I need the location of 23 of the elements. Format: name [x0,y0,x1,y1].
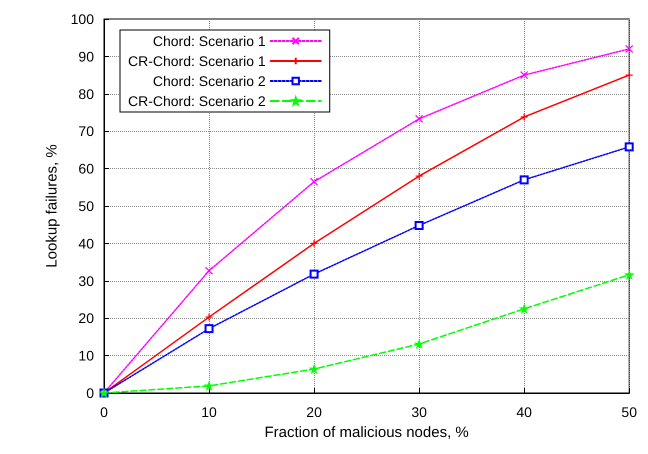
y-tick-label: 20 [78,310,94,326]
y-axis-title: Lookup failures, % [44,144,61,268]
y-tick-label: 70 [78,123,94,140]
y-tick-label: 0 [86,385,94,401]
legend-label: Chord: Scenario 2 [152,73,266,89]
x-axis-title: Fraction of malicious nodes, % [264,424,469,441]
x-tick-label: 30 [411,404,428,420]
y-tick-label: 80 [78,86,94,102]
x-tick-label: 40 [516,404,532,420]
legend-label: Chord: Scenario 1 [152,33,266,49]
y-tick-label: 30 [78,272,94,289]
x-tick-label: 20 [306,404,322,420]
y-tick-label: 50 [78,198,94,214]
y-tick-label: 100 [70,11,94,27]
x-tick-label: 0 [100,404,108,420]
x-tick-label: 50 [621,404,638,420]
y-tick-label: 40 [78,235,94,252]
y-tick-label: 10 [78,348,94,364]
y-tick-label: 60 [78,160,94,177]
legend-label: CR-Chord: Scenario 2 [128,93,266,109]
y-tick-label: 90 [78,48,94,64]
x-tick-label: 10 [201,404,218,420]
legend-label: CR-Chord: Scenario 1 [128,53,266,69]
